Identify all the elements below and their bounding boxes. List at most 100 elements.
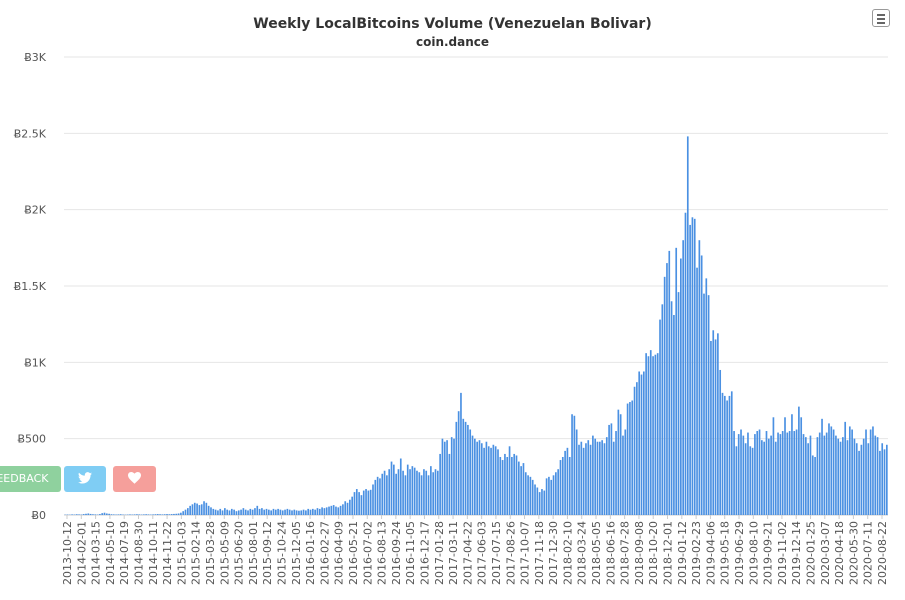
bar[interactable] — [506, 456, 509, 515]
bar[interactable] — [538, 492, 541, 515]
bar[interactable] — [531, 479, 534, 515]
bar[interactable] — [848, 426, 851, 515]
bar[interactable] — [281, 510, 284, 515]
bar[interactable] — [886, 444, 888, 515]
bar[interactable] — [712, 330, 715, 515]
bar[interactable] — [494, 446, 497, 515]
bar[interactable] — [670, 301, 673, 515]
bar[interactable] — [793, 431, 796, 515]
bar[interactable] — [592, 435, 594, 515]
bar[interactable] — [309, 509, 312, 515]
hamburger-menu-icon[interactable] — [872, 9, 890, 27]
bar[interactable] — [471, 435, 474, 515]
bar[interactable] — [858, 450, 860, 515]
bar[interactable] — [605, 437, 608, 515]
bar[interactable] — [839, 441, 842, 515]
bar[interactable] — [548, 476, 550, 515]
bar[interactable] — [418, 472, 421, 515]
bar[interactable] — [874, 435, 877, 515]
bar[interactable] — [337, 507, 340, 515]
bar[interactable] — [432, 472, 435, 515]
bar[interactable] — [689, 224, 691, 515]
bar[interactable] — [615, 431, 617, 515]
bar[interactable] — [474, 438, 476, 515]
bar[interactable] — [691, 217, 694, 516]
bar[interactable] — [108, 513, 110, 515]
bar[interactable] — [522, 463, 525, 515]
bar[interactable] — [555, 472, 557, 515]
bar[interactable] — [136, 514, 138, 515]
bar[interactable] — [534, 484, 536, 515]
bar[interactable] — [386, 475, 388, 515]
bar[interactable] — [87, 513, 90, 515]
bar[interactable] — [362, 490, 365, 515]
bar[interactable] — [217, 510, 219, 515]
bar[interactable] — [788, 431, 791, 515]
bar[interactable] — [416, 470, 418, 515]
bar[interactable] — [112, 514, 115, 515]
bar[interactable] — [200, 504, 203, 515]
bar[interactable] — [163, 514, 166, 515]
bar[interactable] — [723, 395, 726, 515]
bar[interactable] — [302, 509, 305, 515]
bar[interactable] — [365, 489, 367, 515]
bar[interactable] — [344, 501, 347, 515]
bar[interactable] — [332, 505, 335, 515]
bar[interactable] — [617, 409, 620, 515]
bar[interactable] — [177, 513, 180, 515]
bar[interactable] — [228, 510, 231, 515]
bar[interactable] — [469, 429, 472, 515]
bar[interactable] — [355, 489, 358, 515]
bar[interactable] — [446, 440, 448, 515]
bar[interactable] — [779, 434, 782, 515]
bar[interactable] — [293, 509, 296, 515]
bar[interactable] — [277, 508, 279, 515]
bar[interactable] — [395, 473, 397, 515]
bar[interactable] — [168, 514, 171, 515]
bar[interactable] — [152, 514, 154, 515]
bar[interactable] — [807, 443, 809, 515]
bar[interactable] — [761, 440, 763, 515]
bar[interactable] — [393, 464, 395, 515]
bar[interactable] — [636, 382, 638, 515]
bar[interactable] — [161, 514, 164, 515]
bar[interactable] — [346, 502, 349, 515]
bar[interactable] — [608, 424, 610, 515]
bar[interactable] — [75, 514, 78, 515]
bar[interactable] — [145, 514, 148, 515]
bar[interactable] — [189, 505, 191, 515]
bar[interactable] — [559, 460, 562, 515]
bar[interactable] — [541, 489, 543, 515]
bar[interactable] — [159, 514, 161, 515]
bar[interactable] — [751, 447, 754, 515]
bar[interactable] — [842, 437, 844, 515]
bar[interactable] — [740, 429, 742, 515]
bar[interactable] — [633, 386, 636, 515]
bar[interactable] — [467, 424, 469, 515]
bar[interactable] — [476, 441, 478, 515]
bar[interactable] — [339, 505, 342, 515]
bar[interactable] — [305, 510, 307, 515]
bar[interactable] — [809, 435, 812, 515]
bar[interactable] — [717, 333, 719, 515]
bar[interactable] — [564, 450, 566, 515]
bar[interactable] — [589, 444, 592, 515]
bar[interactable] — [349, 499, 351, 515]
bar[interactable] — [268, 509, 270, 515]
bar[interactable] — [237, 510, 240, 515]
bar[interactable] — [800, 417, 803, 515]
bar[interactable] — [485, 441, 488, 515]
bar[interactable] — [406, 464, 409, 515]
bar[interactable] — [742, 435, 745, 515]
bar[interactable] — [508, 446, 511, 515]
bar[interactable] — [133, 514, 136, 515]
bar[interactable] — [832, 429, 835, 515]
bar[interactable] — [675, 247, 678, 515]
bar[interactable] — [814, 456, 816, 515]
bar[interactable] — [173, 513, 175, 515]
bar[interactable] — [175, 513, 178, 515]
bar[interactable] — [119, 514, 122, 515]
bar[interactable] — [439, 453, 441, 515]
bar[interactable] — [649, 350, 652, 515]
bar[interactable] — [520, 466, 522, 515]
